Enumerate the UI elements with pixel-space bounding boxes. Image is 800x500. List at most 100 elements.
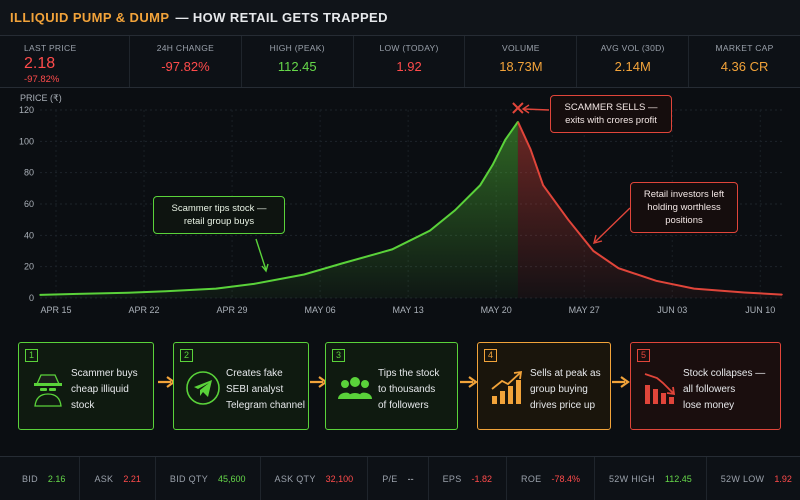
step-line: SEBI analyst bbox=[226, 384, 284, 395]
ticker-label: ASK bbox=[94, 473, 114, 484]
stat-low: LOW (TODAY) 1.92 bbox=[354, 36, 466, 87]
data-point bbox=[567, 218, 570, 221]
data-point bbox=[479, 184, 481, 186]
connector-line bbox=[594, 207, 631, 243]
step-line: to thousands bbox=[378, 384, 436, 395]
data-point bbox=[655, 279, 658, 282]
step-card-5: 5 Stock collapses — all followers lose m… bbox=[630, 342, 781, 430]
pump-area bbox=[40, 121, 518, 298]
divider bbox=[79, 456, 81, 500]
ticker-value: 1.92 bbox=[774, 473, 792, 484]
step-number: 2 bbox=[180, 349, 193, 362]
divider bbox=[427, 456, 429, 500]
ticker-label: ROE bbox=[521, 473, 542, 484]
bars-up-icon bbox=[491, 370, 523, 404]
annotation-line: Scammer tips stock — bbox=[171, 203, 267, 214]
x-tick-label: MAY 20 bbox=[481, 305, 512, 315]
step-card-2: 2 Creates fake SEBI analyst Telegram cha… bbox=[173, 342, 309, 430]
stat-market-cap: MARKET CAP 4.36 CR bbox=[689, 36, 800, 87]
hacker-icon bbox=[34, 374, 62, 407]
y-tick-label: 120 bbox=[19, 105, 34, 115]
ticker-label: P/E bbox=[382, 473, 398, 484]
stat-value: 1.92 bbox=[396, 59, 422, 74]
ticker-roe: ROE -78.4% bbox=[521, 474, 580, 484]
step-text: Stock collapses — all followers lose mon… bbox=[683, 366, 775, 414]
y-axis-ticks: 0 20 40 60 80 100 120 bbox=[19, 105, 34, 303]
step-number: 3 bbox=[332, 349, 345, 362]
bars-down-icon bbox=[644, 373, 676, 404]
data-point bbox=[215, 287, 217, 290]
annotation-retail-buys: Scammer tips stock — retail group buys bbox=[153, 196, 285, 234]
step-card-4: 4 Sells at peak as group buying drives p… bbox=[477, 342, 611, 430]
price-chart: 0 20 40 60 80 100 120 APR 15 APR 22 APR 29 MAY 06… bbox=[0, 90, 800, 325]
data-point bbox=[252, 283, 255, 285]
stat-label: LAST PRICE bbox=[24, 43, 77, 53]
ticker-52w-low: 52W LOW 1.92 bbox=[721, 474, 792, 484]
ticker-ask-qty: ASK QTY 32,100 bbox=[275, 474, 354, 484]
ticker-value: -- bbox=[407, 473, 414, 484]
step-text: Creates fake SEBI analyst Telegram chann… bbox=[226, 366, 308, 414]
x-tick-label: APR 15 bbox=[40, 305, 71, 315]
data-point bbox=[454, 209, 456, 212]
data-point bbox=[504, 138, 507, 141]
chart-area bbox=[39, 121, 783, 298]
step-line: drives price up bbox=[530, 400, 596, 411]
ticker-value: -1.82 bbox=[471, 473, 493, 484]
step-card-1: 1 Scammer buys cheap illiquid stock bbox=[18, 342, 154, 430]
connector-arrowhead bbox=[593, 234, 603, 244]
data-point bbox=[517, 121, 519, 123]
step-text: Sells at peak as group buying drives pri… bbox=[530, 366, 612, 414]
stat-value: 18.73M bbox=[499, 59, 543, 74]
x-mark bbox=[512, 102, 524, 114]
ticker-label: 52W HIGH bbox=[608, 473, 655, 484]
data-point bbox=[429, 229, 431, 232]
step-line: Telegram channel bbox=[226, 400, 305, 411]
callout-connectors bbox=[255, 104, 631, 273]
y-tick-label: 20 bbox=[24, 262, 34, 272]
stat-value: 2.14M bbox=[614, 59, 651, 74]
stat-high: HIGH (PEAK) 112.45 bbox=[242, 36, 354, 87]
stat-label: VOLUME bbox=[502, 43, 540, 53]
ticker-bid: BID 2.16 bbox=[22, 474, 65, 484]
annotation-line: Retail investors left bbox=[643, 189, 725, 200]
divider bbox=[154, 456, 156, 500]
title-accent: ILLIQUID PUMP & DUMP bbox=[10, 10, 170, 25]
title-rest: — HOW RETAIL GETS TRAPPED bbox=[175, 10, 388, 25]
x-tick-label: MAY 13 bbox=[393, 305, 424, 315]
data-point bbox=[127, 291, 129, 294]
step-line: Creates fake bbox=[226, 368, 283, 379]
ticker-value: -78.4% bbox=[551, 473, 580, 484]
stats-bar: LAST PRICE 2.18 -97.82% 24H CHANGE -97.8… bbox=[0, 36, 800, 88]
divider bbox=[705, 456, 707, 500]
ticker-ask: ASK 2.21 bbox=[94, 474, 140, 484]
peak-x-marker bbox=[512, 102, 524, 114]
stat-value: 2.18 bbox=[24, 55, 56, 72]
y-tick-label: 100 bbox=[19, 136, 34, 146]
x-tick-label: JUN 10 bbox=[745, 305, 775, 315]
step-number: 1 bbox=[25, 349, 38, 362]
ticker-value: 112.45 bbox=[664, 473, 692, 484]
stat-label: HIGH (PEAK) bbox=[269, 43, 325, 53]
annotation-line: positions bbox=[665, 215, 703, 226]
header: ILLIQUID PUMP & DUMP — HOW RETAIL GETS T… bbox=[0, 0, 800, 36]
arrow-right-icon bbox=[460, 376, 478, 388]
telegram-icon bbox=[186, 371, 220, 405]
step-line: group buying bbox=[530, 384, 588, 395]
data-point bbox=[491, 164, 494, 166]
data-point bbox=[592, 250, 595, 252]
x-tick-label: APR 29 bbox=[217, 305, 248, 315]
step-line: all followers bbox=[683, 384, 736, 395]
data-point bbox=[781, 293, 783, 296]
step-line: Sells at peak as bbox=[530, 368, 601, 379]
ticker-value: 32,100 bbox=[325, 473, 354, 484]
x-tick-label: MAY 27 bbox=[569, 305, 600, 315]
ticker-52w-high: 52W HIGH 112.45 bbox=[609, 474, 692, 484]
data-point bbox=[617, 267, 620, 270]
step-text: Scammer buys cheap illiquid stock bbox=[71, 366, 153, 414]
step-number: 5 bbox=[637, 349, 650, 362]
annotation-line: exits with crores profit bbox=[565, 115, 657, 126]
divider bbox=[367, 456, 369, 500]
data-point bbox=[542, 184, 544, 186]
annotation-retail-trapped: Retail investors left holding worthless … bbox=[630, 182, 738, 233]
step-text: Tips the stock to thousands of followers bbox=[378, 366, 460, 414]
